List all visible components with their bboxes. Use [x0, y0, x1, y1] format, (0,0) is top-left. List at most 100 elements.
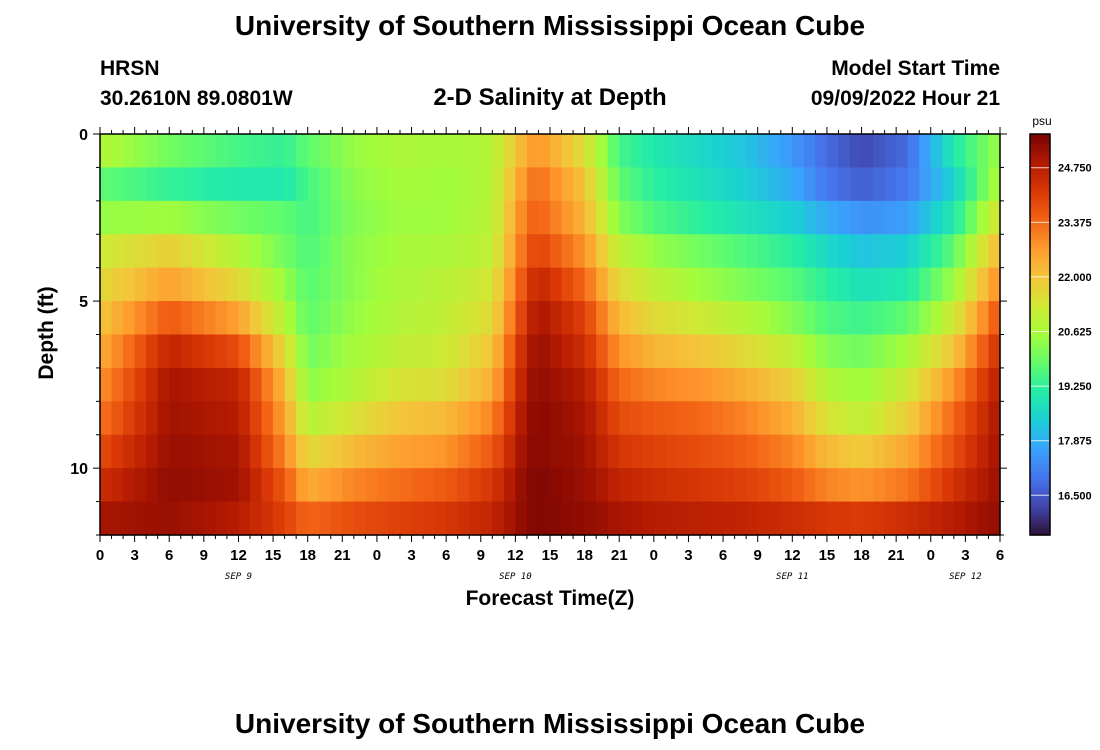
heatmap-cell: [607, 434, 620, 469]
heatmap-cell: [769, 167, 782, 202]
heatmap-cell: [284, 401, 297, 436]
heatmap-cell: [388, 434, 401, 469]
heatmap-cell: [123, 501, 136, 536]
heatmap-cell: [988, 234, 1001, 269]
heatmap-cell: [330, 367, 343, 402]
heatmap-cell: [157, 434, 170, 469]
heatmap-cell: [307, 501, 320, 536]
heatmap-cell: [400, 334, 413, 369]
colorbar-segment: [1030, 481, 1050, 486]
heatmap-cell: [723, 134, 736, 169]
colorbar-segment: [1030, 214, 1050, 219]
heatmap-cell: [896, 200, 909, 235]
heatmap-cell: [988, 401, 1001, 436]
colorbar-segment: [1030, 197, 1050, 202]
colorbar-segment: [1030, 180, 1050, 185]
heatmap-cell: [503, 200, 516, 235]
heatmap-cell: [584, 301, 597, 336]
heatmap-cell: [976, 367, 990, 402]
heatmap-cell: [711, 234, 724, 269]
heatmap-cell: [815, 434, 828, 469]
station-coordinates: 30.2610N 89.0801W: [100, 87, 293, 110]
heatmap-cell: [111, 301, 124, 336]
heatmap-cell: [896, 301, 909, 336]
heatmap-cell: [353, 234, 366, 269]
heatmap-cell: [734, 501, 747, 536]
heatmap-cell: [850, 434, 863, 469]
heatmap-cell: [676, 301, 690, 336]
heatmap-cell: [930, 234, 943, 269]
heatmap-cell: [873, 401, 886, 436]
colorbar-segment: [1030, 230, 1050, 235]
colorbar-segment: [1030, 134, 1050, 138]
heatmap-cell: [503, 234, 516, 269]
heatmap-cell: [492, 234, 505, 269]
heatmap-cell: [965, 134, 978, 169]
heatmap-cell: [861, 434, 874, 469]
heatmap-cell: [665, 267, 678, 302]
heatmap-cell: [873, 468, 886, 503]
colorbar-segment: [1030, 227, 1050, 232]
colorbar-segment: [1030, 387, 1050, 392]
x-tick-label: 18: [853, 547, 870, 564]
colorbar-segment: [1030, 144, 1050, 148]
heatmap-cell: [226, 267, 240, 302]
heatmap-cell: [988, 200, 1001, 235]
heatmap-cell: [826, 501, 840, 536]
heatmap-cell: [353, 334, 366, 369]
heatmap-cell: [503, 301, 516, 336]
heatmap-cell: [550, 167, 563, 202]
heatmap-cell: [988, 134, 1001, 169]
heatmap-cell: [238, 134, 251, 169]
heatmap-cell: [723, 468, 736, 503]
heatmap-cell: [584, 334, 597, 369]
heatmap-cell: [769, 200, 782, 235]
heatmap-cell: [896, 234, 909, 269]
heatmap-cell: [976, 401, 990, 436]
heatmap-cell: [861, 367, 874, 402]
heatmap-cell: [815, 367, 828, 402]
heatmap-cell: [792, 134, 805, 169]
heatmap-cell: [919, 167, 932, 202]
heatmap-cell: [734, 200, 747, 235]
heatmap-cell: [861, 134, 874, 169]
heatmap-cell: [526, 301, 540, 336]
heatmap-cell: [446, 501, 459, 536]
colorbar-unit-label: psu: [1032, 114, 1051, 128]
heatmap-cell: [146, 468, 159, 503]
heatmap-cell: [861, 501, 874, 536]
heatmap-cell: [203, 401, 216, 436]
heatmap-cell: [411, 134, 424, 169]
heatmap-cell: [480, 434, 493, 469]
heatmap-cell: [307, 234, 320, 269]
heatmap-cell: [515, 267, 528, 302]
heatmap-cell: [676, 167, 690, 202]
colorbar-segment: [1030, 528, 1050, 533]
heatmap-cell: [826, 167, 840, 202]
heatmap-cell: [284, 468, 297, 503]
heatmap-cell: [330, 167, 343, 202]
heatmap-cell: [930, 401, 943, 436]
heatmap-cell: [919, 501, 932, 536]
heatmap-cell: [584, 134, 597, 169]
heatmap-cell: [769, 234, 782, 269]
heatmap-cell: [711, 334, 724, 369]
heatmap-cell: [203, 301, 216, 336]
colorbar-tick-label: 19.250: [1058, 381, 1092, 393]
heatmap-cell: [146, 134, 159, 169]
date-label: SEP 10: [499, 572, 532, 582]
heatmap-cell: [388, 468, 401, 503]
heatmap-cell: [238, 301, 251, 336]
heatmap-cell: [203, 200, 216, 235]
heatmap-cell: [573, 434, 586, 469]
heatmap-cell: [180, 434, 193, 469]
colorbar-segment: [1030, 441, 1050, 446]
heatmap-cell: [111, 401, 124, 436]
heatmap-cell: [976, 234, 990, 269]
heatmap-cell: [757, 401, 770, 436]
heatmap-cell: [769, 468, 782, 503]
heatmap-cell: [723, 367, 736, 402]
heatmap-cell: [976, 301, 990, 336]
heatmap-cell: [250, 468, 263, 503]
heatmap-cell: [365, 167, 378, 202]
